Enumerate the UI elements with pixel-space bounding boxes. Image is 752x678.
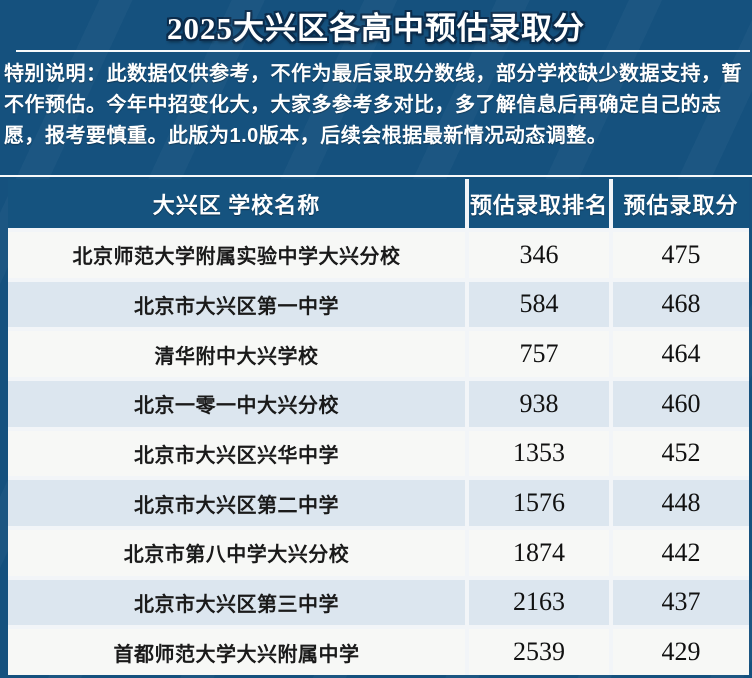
cell-rank: 1874 [469,530,609,576]
notice-text: 特别说明：此数据仅供参考，不作为最后录取分数线，部分学校缺少数据支持，暂不作预估… [4,63,742,147]
score-table: 大兴区 学校名称 预估录取排名 预估录取分 北京师范大学附属实验中学大兴分校 34… [8,179,749,675]
cell-rank: 757 [469,331,609,377]
cell-score: 460 [613,381,749,427]
column-header-school: 大兴区 学校名称 [8,179,465,228]
cell-score: 437 [613,579,749,626]
cell-rank: 346 [469,232,609,278]
cell-score: 468 [613,281,749,328]
cell-school: 首都师范大学大兴附属中学 [8,629,465,675]
cell-school: 北京市大兴区第三中学 [8,579,465,626]
cell-score: 429 [613,629,749,675]
cell-school: 北京市大兴区第一中学 [8,281,465,328]
table-top-border [0,175,752,177]
cell-rank: 2163 [469,579,609,626]
cell-score: 464 [613,331,749,377]
cell-school: 北京市大兴区第二中学 [8,480,465,526]
cell-school: 北京一零一中大兴分校 [8,381,465,427]
cell-rank: 938 [469,381,609,427]
column-header-score: 预估录取分 [613,179,749,228]
page-title: 2025大兴区各高中预估录取分 [167,10,585,46]
cell-score: 442 [613,530,749,576]
cell-rank: 584 [469,281,609,328]
cell-school: 北京市大兴区兴华中学 [8,430,465,477]
title-bar: 2025大兴区各高中预估录取分 [0,0,752,50]
title-divider [16,50,750,52]
cell-rank: 2539 [469,629,609,675]
column-header-rank: 预估录取排名 [469,179,609,228]
cell-school: 北京师范大学附属实验中学大兴分校 [8,232,465,278]
cell-rank: 1576 [469,480,609,526]
cell-score: 452 [613,430,749,477]
cell-school: 清华附中大兴学校 [8,331,465,377]
cell-score: 448 [613,480,749,526]
cell-rank: 1353 [469,430,609,477]
cell-school: 北京市第八中学大兴分校 [8,530,465,576]
cell-score: 475 [613,232,749,278]
